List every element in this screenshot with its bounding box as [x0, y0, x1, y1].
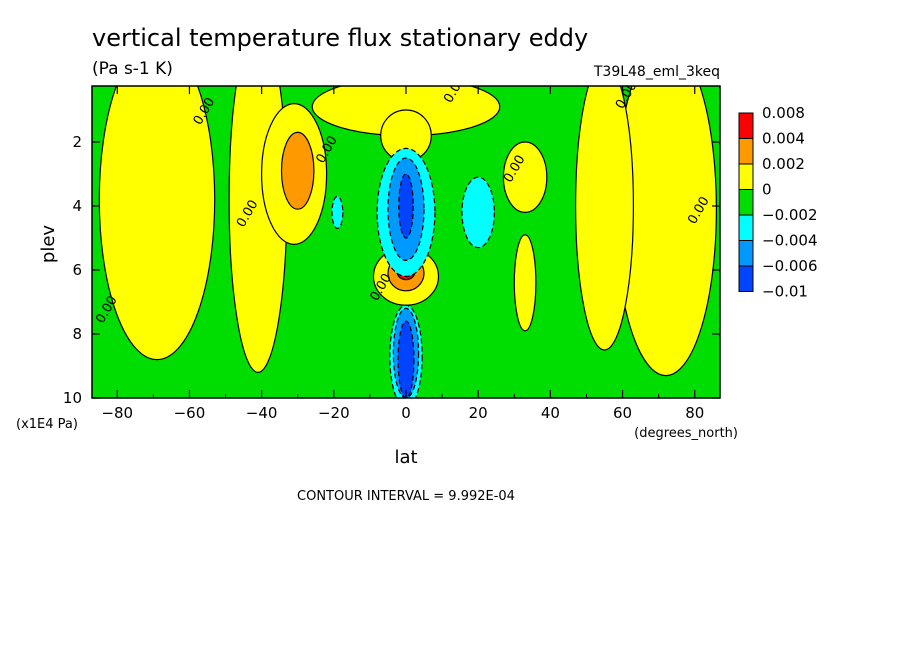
y-axis-label: plev [38, 225, 59, 264]
x-tick-label-5: 20 [469, 404, 488, 422]
contour-field: 0.000.000.000.000.000.001 0.000.000.00 [93, 86, 717, 398]
colorbar-swatch-1 [738, 138, 754, 165]
colorbar-swatch-3 [738, 189, 754, 216]
colorbar-swatch-6 [738, 265, 754, 292]
x-tick-label-1: −60 [174, 404, 206, 422]
chart-title: vertical temperature flux stationary edd… [92, 24, 588, 52]
chart-units: (Pa s-1 K) [92, 59, 173, 79]
x-tick-label-8: 80 [685, 404, 704, 422]
colorbar-swatch-0 [738, 112, 754, 139]
x-tick-label-6: 40 [541, 404, 560, 422]
colorbar-label-7: −0.01 [762, 283, 808, 301]
colorbar: 0.008 0.004 0.002 0 −0.002 −0.004 −0.006 −0.01 [738, 104, 818, 301]
x-tick-label-3: −20 [318, 404, 350, 422]
x-axis-units: (degrees_north) [634, 426, 738, 441]
contour-region-pos_small-9 [513, 234, 537, 332]
y-tick-label-1: 4 [72, 197, 82, 215]
colorbar-label-1: 0.004 [762, 130, 805, 148]
colorbar-label-5: −0.004 [762, 232, 818, 250]
colorbar-label-2: 0.002 [762, 155, 805, 173]
colorbar-swatch-5 [738, 240, 754, 267]
x-tick-label-7: 60 [613, 404, 632, 422]
y-tick-label-4: 10 [63, 389, 82, 407]
colorbar-label-3: 0 [762, 181, 772, 199]
colorbar-label-6: −0.006 [762, 257, 818, 275]
y-tick-label-3: 8 [72, 325, 82, 343]
y-axis-units: (x1E4 Pa) [16, 417, 78, 432]
plot-area: 0.000.000.000.000.000.001 0.000.000.00 −80… [63, 85, 721, 422]
contour-region-neg_high-21 [397, 320, 415, 398]
contour-region-neg_high-20 [398, 173, 414, 239]
contour-region-neg_small-17 [331, 195, 344, 229]
contour-region-neg_small-16 [461, 176, 496, 249]
y-tick-label-2: 6 [72, 261, 82, 279]
x-tick-label-0: −80 [101, 404, 133, 422]
y-tick-label-0: 2 [72, 133, 82, 151]
colorbar-swatch-4 [738, 214, 754, 241]
x-axis-label: lat [394, 447, 417, 468]
contour-region-pos_mid-11 [280, 131, 315, 210]
contour-region-pos_small-6 [502, 141, 548, 214]
contour-region-pos_small-1 [98, 86, 216, 361]
contour-region-pos_small-5 [575, 86, 634, 351]
contour-interval: CONTOUR INTERVAL = 9.992E-04 [297, 489, 515, 504]
colorbar-swatch-2 [738, 163, 754, 190]
x-tick-label-4: 0 [401, 404, 411, 422]
x-tick-label-2: −40 [246, 404, 278, 422]
dataset-label: T39L48_eml_3keq [593, 64, 720, 80]
colorbar-label-4: −0.002 [762, 206, 818, 224]
colorbar-label-0: 0.008 [762, 104, 805, 122]
